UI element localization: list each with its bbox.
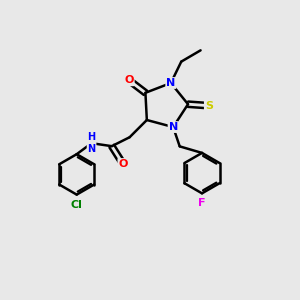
Text: O: O bbox=[118, 159, 128, 169]
Text: N: N bbox=[166, 78, 176, 88]
Text: N: N bbox=[169, 122, 178, 132]
Text: F: F bbox=[198, 198, 206, 208]
Text: S: S bbox=[205, 101, 213, 111]
Text: H
N: H N bbox=[88, 132, 96, 154]
Text: O: O bbox=[124, 75, 134, 85]
Text: Cl: Cl bbox=[71, 200, 82, 210]
